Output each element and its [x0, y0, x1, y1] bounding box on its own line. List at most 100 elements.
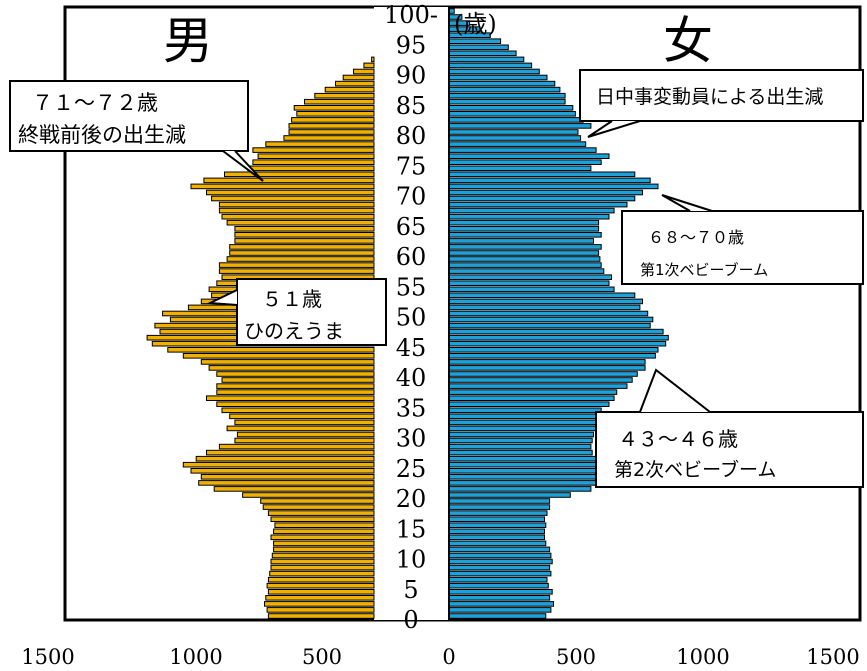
age-tick-10: 10 — [396, 546, 427, 574]
female-bar-age-13 — [448, 534, 545, 541]
male-bar-age-11 — [273, 546, 375, 553]
male-bar-age-83 — [296, 111, 375, 117]
female-bar-age-25 — [448, 461, 605, 468]
female-bar-age-37 — [448, 389, 618, 395]
male-bar-age-36 — [206, 395, 375, 401]
male-label: 男 — [163, 12, 213, 70]
female-bar-age-57 — [448, 268, 605, 274]
male-bar-age-57 — [218, 268, 375, 274]
age-tick-40: 40 — [396, 364, 427, 392]
female-bar-age-26 — [448, 455, 597, 462]
male-bar-age-63 — [234, 232, 375, 238]
female-bar-age-3 — [448, 595, 551, 601]
female-bar-age-88 — [448, 80, 556, 87]
female-bar-age-47 — [448, 328, 664, 335]
male-bar-age-88 — [335, 80, 375, 87]
female-bar-age-38 — [448, 383, 628, 389]
female-bar-age-61 — [448, 244, 602, 250]
male-bar-age-80 — [288, 129, 375, 135]
female-bar-age-81 — [448, 123, 592, 129]
female-bar-age-82 — [448, 117, 584, 123]
male-bar-age-0 — [267, 613, 375, 619]
female-bar-age-14 — [448, 528, 545, 535]
male-bar-age-79 — [283, 135, 375, 141]
female-bar-age-89 — [448, 74, 548, 81]
x-tick-1: 1000 — [169, 645, 222, 669]
male-bar-age-7 — [269, 570, 375, 577]
female-bar-age-40 — [448, 371, 638, 377]
female-bar-age-94 — [448, 44, 509, 51]
female-bar-age-46 — [448, 334, 669, 341]
male-bar-age-8 — [270, 564, 375, 571]
female-bar-age-7 — [448, 570, 552, 577]
male-bar-age-81 — [288, 123, 375, 129]
male-bar-age-68 — [218, 201, 375, 208]
annotation-pointer — [222, 150, 264, 182]
annotation-line1: 日中事変動員による出生減 — [596, 86, 823, 108]
female-bar-age-77 — [448, 147, 597, 153]
male-bar-age-75 — [252, 159, 375, 165]
female-bar-age-52 — [448, 298, 643, 305]
male-bar-age-25 — [182, 461, 375, 468]
female-bar-age-16 — [448, 516, 545, 523]
annotation-box — [621, 210, 864, 285]
female-bar-age-90 — [448, 68, 540, 75]
female-bar-age-84 — [448, 105, 574, 111]
female-bar-age-20 — [448, 492, 571, 498]
female-bar-age-60 — [448, 250, 600, 256]
male-bar-age-34 — [221, 407, 375, 414]
female-bar-age-10 — [448, 552, 552, 559]
male-bar-age-4 — [267, 589, 375, 595]
male-bar-age-64 — [234, 226, 375, 232]
annotation-pointer — [206, 289, 238, 306]
age-tick-60: 60 — [396, 243, 427, 271]
age-tick-20: 20 — [396, 485, 427, 513]
female-bar-age-85 — [448, 98, 566, 105]
female-bar-age-22 — [448, 480, 610, 486]
male-bar-age-37 — [216, 389, 375, 395]
female-bar-age-72 — [448, 177, 651, 184]
female-bar-age-43 — [448, 353, 656, 359]
female-bar-age-91 — [448, 62, 533, 69]
female-bar-age-0 — [448, 613, 547, 619]
male-bar-age-35 — [216, 401, 375, 407]
x-tick-5: 1000 — [676, 645, 729, 669]
female-bar-age-92 — [448, 56, 525, 63]
female-bar-age-95 — [448, 38, 502, 45]
male-bar-age-71 — [190, 183, 375, 190]
female-bar-age-78 — [448, 141, 587, 147]
male-bar-age-3 — [265, 595, 375, 601]
female-bar-age-29 — [448, 437, 593, 444]
male-bar-age-39 — [221, 377, 375, 383]
annotation-box — [595, 411, 864, 488]
female-bar-age-11 — [448, 546, 551, 553]
female-bar-age-79 — [448, 135, 582, 141]
male-bar-age-16 — [270, 516, 375, 523]
annotation-second-baby-boom: ４３～４６歳 第2次ベビーブーム — [595, 368, 864, 488]
male-bar-age-2 — [264, 601, 375, 607]
female-bar-age-50 — [448, 310, 649, 317]
female-bar-age-69 — [448, 195, 636, 202]
female-bar-age-6 — [448, 576, 548, 583]
male-bar-age-78 — [265, 141, 375, 147]
female-bar-age-64 — [448, 226, 600, 232]
female-bar-age-31 — [448, 425, 605, 432]
female-bar-age-67 — [448, 207, 615, 214]
male-bar-age-42 — [200, 359, 375, 365]
female-bar-age-71 — [448, 183, 659, 190]
female-bar-age-49 — [448, 316, 654, 323]
female-bar-age-75 — [448, 159, 602, 165]
female-bar-age-35 — [448, 401, 610, 407]
female-bar-age-9 — [448, 558, 553, 565]
male-bar-age-89 — [342, 74, 375, 81]
male-bar-age-14 — [273, 528, 375, 535]
male-bar-age-17 — [267, 510, 375, 516]
age-tick-75: 75 — [396, 152, 427, 180]
female-bar-age-62 — [448, 238, 594, 244]
annotation-line2: 第2次ベビーブーム — [614, 458, 776, 481]
male-bar-age-65 — [226, 219, 375, 226]
annotation-hinoeuma: ５１歳 ひのえうま — [206, 278, 387, 346]
female-bar-age-93 — [448, 50, 517, 57]
female-bar-age-21 — [448, 486, 592, 492]
